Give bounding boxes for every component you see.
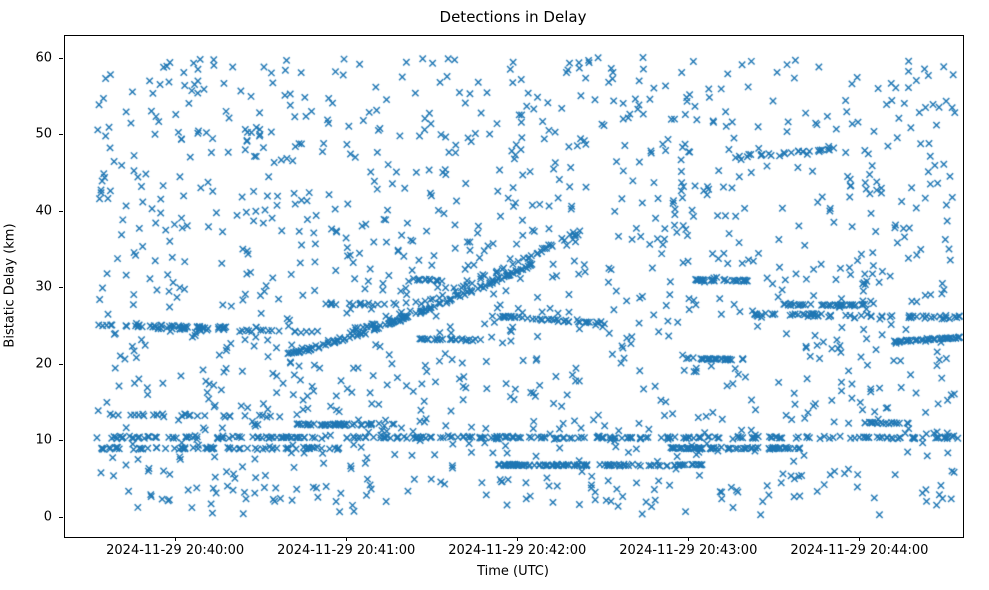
chart-title: Detections in Delay: [439, 8, 587, 26]
y-tick-mark: [59, 134, 63, 136]
x-tick-mark: [859, 537, 861, 541]
y-tick-mark: [59, 516, 63, 518]
y-tick-label: 50: [35, 126, 52, 142]
y-tick-label: 10: [35, 432, 52, 448]
x-tick-label: 2024-11-29 20:42:00: [448, 543, 587, 558]
x-tick-mark: [688, 537, 690, 541]
x-tick-label: 2024-11-29 20:43:00: [619, 543, 758, 558]
y-tick-mark: [59, 440, 63, 442]
scatter-plot-canvas: [65, 36, 963, 537]
y-tick-label: 20: [35, 356, 52, 372]
x-tick-mark: [175, 537, 177, 541]
x-tick-label: 2024-11-29 20:40:00: [106, 543, 245, 558]
y-tick-label: 30: [35, 279, 52, 295]
y-tick-mark: [59, 210, 63, 212]
x-tick-label: 2024-11-29 20:41:00: [277, 543, 416, 558]
y-tick-label: 60: [35, 50, 52, 66]
plot-area: [64, 35, 964, 538]
x-axis-label: Time (UTC): [477, 564, 549, 579]
y-tick-mark: [59, 287, 63, 289]
y-tick-label: 0: [43, 509, 52, 525]
y-tick-mark: [59, 57, 63, 59]
x-tick-label: 2024-11-29 20:44:00: [790, 543, 929, 558]
x-tick-mark: [517, 537, 519, 541]
y-axis-label: Bistatic Delay (km): [2, 223, 18, 348]
y-tick-label: 40: [35, 203, 52, 219]
y-tick-mark: [59, 363, 63, 365]
x-tick-mark: [346, 537, 348, 541]
